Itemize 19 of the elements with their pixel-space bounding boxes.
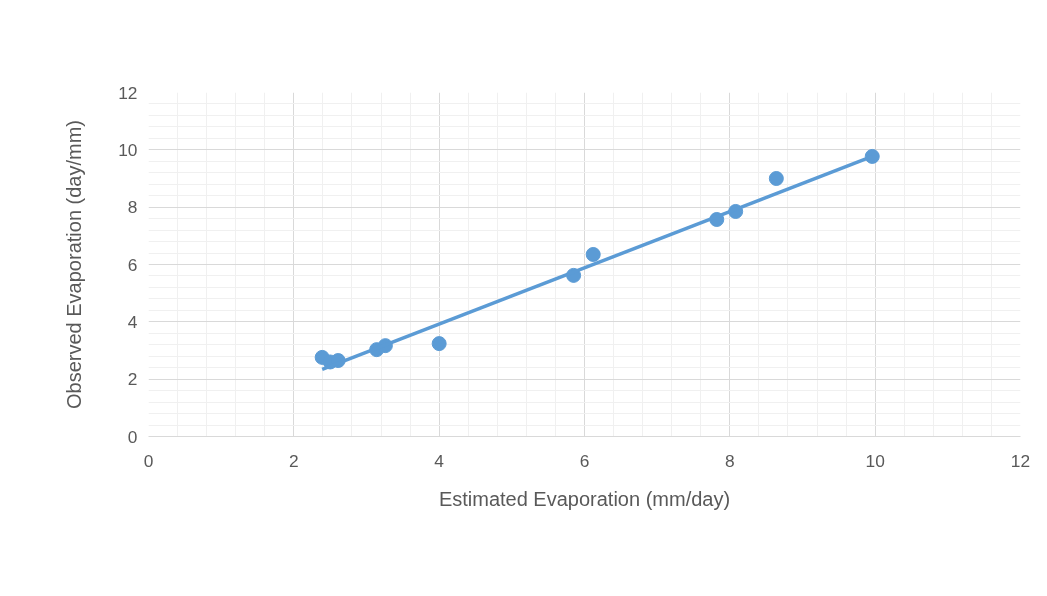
x-tick-label: 4 — [434, 450, 445, 471]
x-tick-label: 0 — [143, 450, 154, 471]
point — [585, 246, 601, 262]
y-tick-label: 4 — [127, 311, 138, 332]
y-tick-label: 12 — [118, 82, 138, 103]
y-tick-label: 6 — [127, 254, 138, 275]
x-tick-label: 2 — [289, 450, 299, 471]
y-tick-label: 8 — [127, 197, 138, 218]
y-tick-label: 2 — [127, 369, 138, 390]
x-tick-label: 6 — [579, 450, 590, 471]
y-axis-title: Observed Evaporation (day/mm) — [63, 119, 86, 409]
x-axis-title: Estimated Evaporation (mm/day) — [438, 487, 731, 510]
point — [768, 171, 784, 186]
x-tick-label: 10 — [865, 450, 885, 471]
x-tick-label: 8 — [725, 450, 735, 471]
x-tick-label: 12 — [1010, 450, 1031, 471]
point — [431, 336, 447, 352]
y-tick-label: 0 — [127, 426, 138, 447]
y-tick-label: 10 — [118, 139, 138, 160]
